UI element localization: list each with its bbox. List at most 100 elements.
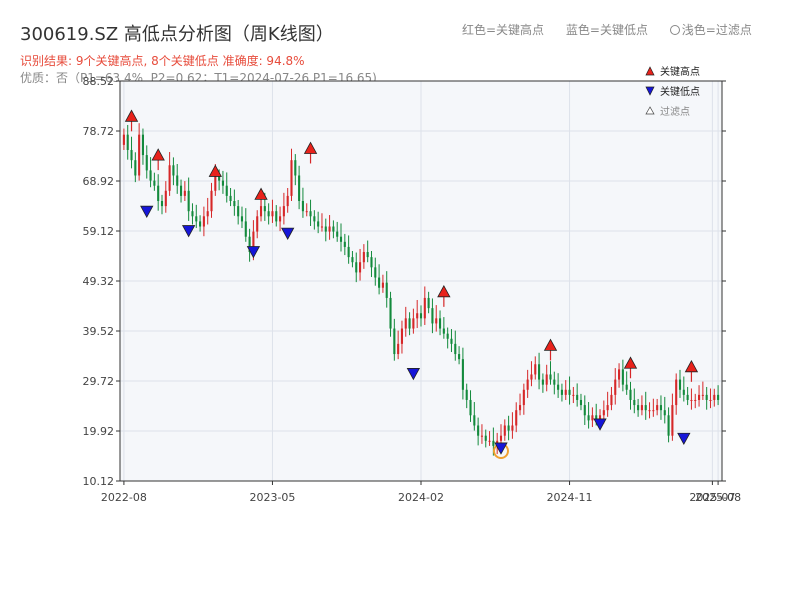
candle-body bbox=[259, 206, 263, 217]
candle-body bbox=[507, 425, 510, 431]
candle-body bbox=[298, 175, 301, 201]
candle-body bbox=[408, 318, 411, 329]
candle-body bbox=[336, 231, 339, 237]
candle-body bbox=[450, 338, 453, 344]
candle-body bbox=[587, 415, 590, 421]
legend-blue-label: 蓝色=关键低点 bbox=[565, 23, 648, 37]
circle-icon bbox=[669, 25, 680, 35]
key-high-marker bbox=[208, 164, 222, 177]
candle-body bbox=[130, 149, 133, 161]
candle-body bbox=[237, 206, 240, 217]
candle-body bbox=[347, 246, 350, 258]
candle-body bbox=[370, 257, 373, 268]
candle-body bbox=[206, 211, 209, 217]
y-tick-label: 59.12 bbox=[83, 225, 115, 238]
candle-body bbox=[397, 343, 400, 355]
candle-body bbox=[191, 211, 194, 217]
candle-body bbox=[435, 318, 438, 324]
candle-body bbox=[145, 155, 148, 171]
candle-body bbox=[267, 211, 270, 217]
key-low-marker bbox=[181, 225, 196, 238]
candle-body bbox=[477, 425, 480, 436]
candle-body bbox=[176, 175, 179, 186]
candle-body bbox=[713, 394, 716, 400]
candle-body bbox=[199, 221, 202, 227]
candle-body bbox=[134, 160, 137, 176]
y-tick-label: 39.52 bbox=[83, 325, 115, 338]
candle-body bbox=[168, 165, 171, 191]
candle-body bbox=[598, 415, 602, 421]
candle-body bbox=[499, 435, 503, 441]
candle-body bbox=[309, 211, 312, 217]
candle-body bbox=[637, 405, 640, 411]
key-low-marker bbox=[677, 432, 691, 446]
candle-body bbox=[644, 405, 647, 411]
key-low-marker bbox=[494, 442, 508, 455]
candle-body bbox=[522, 389, 525, 406]
legend-light: 浅色=过滤点 bbox=[669, 23, 752, 37]
candle-body bbox=[225, 185, 228, 196]
candle-body bbox=[541, 379, 544, 385]
y-tick-label: 19.92 bbox=[83, 425, 115, 438]
candle-body bbox=[416, 313, 419, 319]
candle-body bbox=[610, 394, 613, 406]
candle-body bbox=[633, 399, 636, 406]
candle-body bbox=[324, 226, 327, 232]
candle-body bbox=[492, 440, 495, 446]
y-tick-label: 78.72 bbox=[83, 125, 115, 138]
candle-body bbox=[579, 399, 583, 406]
candle-body bbox=[503, 425, 506, 436]
legend-low-icon bbox=[645, 86, 655, 96]
key-high-marker bbox=[623, 356, 638, 369]
candle-body bbox=[427, 297, 430, 309]
candle-body bbox=[511, 425, 514, 431]
candle-body bbox=[286, 195, 289, 207]
candle-body bbox=[374, 267, 377, 278]
candle-body bbox=[454, 343, 457, 355]
candle-body bbox=[690, 399, 693, 401]
candle-body bbox=[629, 389, 632, 400]
candle-body bbox=[149, 170, 152, 181]
candle-body bbox=[229, 195, 232, 201]
candle-body bbox=[248, 236, 251, 253]
candle-body bbox=[141, 134, 145, 156]
candle-body bbox=[294, 160, 297, 176]
y-tick-label: 68.92 bbox=[83, 175, 115, 188]
candle-body bbox=[160, 201, 164, 207]
candle-body bbox=[678, 379, 682, 390]
candle-body bbox=[290, 160, 293, 196]
candle-body bbox=[126, 134, 129, 150]
candle-body bbox=[244, 221, 247, 237]
candle-body bbox=[301, 201, 304, 212]
candle-body bbox=[564, 389, 567, 395]
candle-body bbox=[305, 211, 308, 213]
candle-body bbox=[667, 415, 670, 436]
candle-body bbox=[484, 435, 487, 441]
candle-body bbox=[652, 410, 655, 412]
candle-body bbox=[393, 328, 396, 355]
candle-body bbox=[656, 405, 659, 411]
candle-body bbox=[469, 399, 472, 416]
candle-body bbox=[442, 328, 445, 334]
y-tick-label: 88.52 bbox=[83, 75, 115, 88]
candle-body bbox=[591, 415, 594, 421]
candle-body bbox=[412, 318, 415, 329]
candle-body bbox=[362, 252, 365, 263]
candle-body bbox=[339, 236, 343, 242]
candle-body bbox=[614, 379, 617, 395]
x-tick-label: 2025-07 bbox=[689, 491, 735, 504]
candle-body bbox=[526, 379, 529, 390]
candle-body bbox=[663, 410, 666, 416]
candle-body bbox=[328, 226, 331, 232]
candle-body bbox=[153, 180, 156, 186]
candle-body bbox=[263, 206, 266, 212]
candle-body bbox=[659, 405, 663, 411]
candle-body bbox=[385, 282, 388, 298]
candle-body bbox=[534, 364, 537, 375]
candle-body bbox=[461, 359, 464, 390]
candle-body bbox=[595, 415, 598, 421]
candle-body bbox=[404, 318, 407, 329]
candle-body bbox=[355, 262, 358, 273]
x-tick-label: 2022-08 bbox=[101, 491, 147, 504]
key-high-marker bbox=[303, 141, 318, 154]
